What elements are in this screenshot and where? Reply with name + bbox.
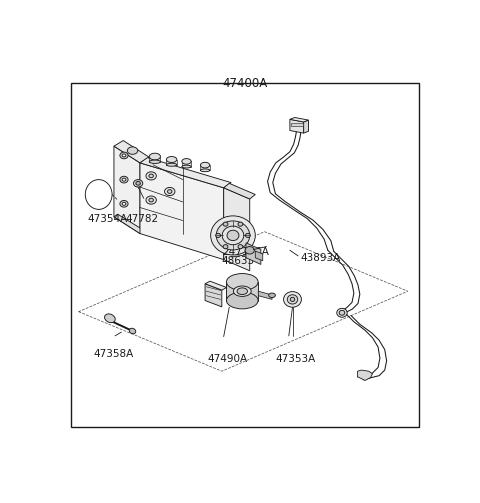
Ellipse shape bbox=[105, 314, 115, 323]
Ellipse shape bbox=[146, 196, 156, 204]
Ellipse shape bbox=[223, 222, 228, 226]
Ellipse shape bbox=[182, 158, 191, 164]
Ellipse shape bbox=[211, 216, 255, 255]
Ellipse shape bbox=[149, 174, 154, 178]
Polygon shape bbox=[114, 140, 149, 163]
Ellipse shape bbox=[227, 274, 258, 290]
Ellipse shape bbox=[129, 328, 136, 334]
Polygon shape bbox=[167, 159, 177, 165]
Polygon shape bbox=[140, 157, 231, 188]
Ellipse shape bbox=[127, 147, 138, 154]
Ellipse shape bbox=[216, 233, 220, 237]
Ellipse shape bbox=[227, 292, 258, 309]
Ellipse shape bbox=[269, 293, 276, 298]
Polygon shape bbox=[205, 281, 227, 290]
Polygon shape bbox=[255, 251, 263, 261]
Ellipse shape bbox=[168, 190, 172, 193]
Ellipse shape bbox=[122, 154, 126, 157]
Ellipse shape bbox=[149, 198, 154, 202]
Ellipse shape bbox=[238, 222, 243, 226]
Polygon shape bbox=[224, 183, 255, 199]
Ellipse shape bbox=[133, 180, 143, 187]
Ellipse shape bbox=[216, 221, 250, 250]
Ellipse shape bbox=[201, 162, 210, 168]
Ellipse shape bbox=[237, 288, 248, 295]
Polygon shape bbox=[290, 119, 304, 133]
Text: 47354A: 47354A bbox=[88, 214, 128, 224]
Polygon shape bbox=[224, 188, 250, 271]
Polygon shape bbox=[182, 161, 191, 166]
Ellipse shape bbox=[201, 169, 210, 172]
Ellipse shape bbox=[165, 188, 175, 196]
Text: 43893A: 43893A bbox=[300, 253, 340, 263]
Polygon shape bbox=[140, 163, 224, 260]
Ellipse shape bbox=[290, 297, 295, 301]
Ellipse shape bbox=[122, 202, 126, 205]
Ellipse shape bbox=[238, 244, 243, 249]
Ellipse shape bbox=[284, 292, 301, 307]
Ellipse shape bbox=[288, 295, 298, 304]
Ellipse shape bbox=[120, 176, 128, 183]
Text: 48633: 48633 bbox=[222, 257, 255, 267]
Polygon shape bbox=[149, 156, 160, 162]
Ellipse shape bbox=[136, 182, 140, 185]
Text: 47400A: 47400A bbox=[222, 76, 267, 90]
Ellipse shape bbox=[167, 163, 177, 166]
Polygon shape bbox=[205, 284, 222, 307]
Ellipse shape bbox=[245, 233, 250, 237]
Ellipse shape bbox=[339, 310, 345, 315]
Ellipse shape bbox=[120, 201, 128, 207]
Polygon shape bbox=[290, 118, 309, 122]
Ellipse shape bbox=[233, 286, 251, 296]
Text: 47782: 47782 bbox=[125, 214, 158, 224]
Text: 47358A: 47358A bbox=[94, 350, 134, 360]
Polygon shape bbox=[258, 291, 272, 299]
Polygon shape bbox=[114, 214, 145, 233]
Ellipse shape bbox=[146, 172, 156, 180]
Text: 47490A: 47490A bbox=[207, 354, 247, 364]
Ellipse shape bbox=[223, 244, 228, 249]
Ellipse shape bbox=[149, 160, 160, 163]
Ellipse shape bbox=[167, 156, 177, 162]
Polygon shape bbox=[201, 165, 210, 171]
Text: 47353A: 47353A bbox=[276, 354, 316, 364]
Text: 247116A: 247116A bbox=[222, 247, 269, 257]
Ellipse shape bbox=[120, 152, 128, 159]
Ellipse shape bbox=[85, 180, 112, 209]
Ellipse shape bbox=[245, 246, 254, 254]
Bar bbox=[291, 123, 302, 126]
Polygon shape bbox=[304, 120, 309, 133]
Ellipse shape bbox=[182, 165, 191, 168]
Ellipse shape bbox=[227, 230, 239, 240]
Ellipse shape bbox=[337, 308, 347, 317]
Ellipse shape bbox=[222, 226, 244, 245]
Polygon shape bbox=[114, 146, 140, 233]
Polygon shape bbox=[246, 243, 261, 265]
Ellipse shape bbox=[149, 153, 160, 160]
Polygon shape bbox=[358, 370, 372, 380]
Polygon shape bbox=[227, 282, 258, 300]
Ellipse shape bbox=[122, 178, 126, 181]
